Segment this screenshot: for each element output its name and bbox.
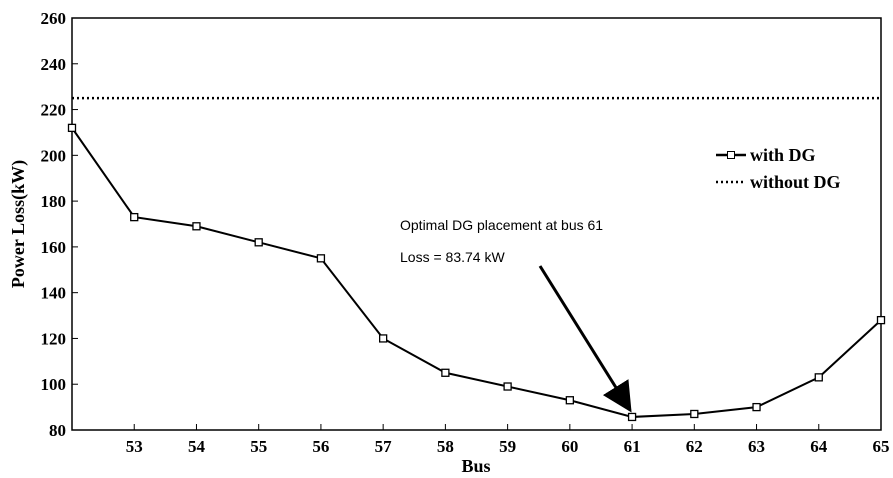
- annotation-arrow: [540, 266, 630, 410]
- y-tick-label: 180: [41, 192, 67, 211]
- legend-label: with DG: [750, 145, 816, 165]
- x-tick-label: 65: [873, 437, 890, 456]
- point-marker: [131, 214, 138, 221]
- point-marker: [878, 317, 885, 324]
- x-tick-label: 63: [748, 437, 765, 456]
- x-tick-label: 61: [624, 437, 641, 456]
- y-tick-label: 260: [41, 9, 67, 28]
- x-axis-label: Bus: [461, 456, 490, 476]
- point-marker: [193, 223, 200, 230]
- point-marker: [255, 239, 262, 246]
- point-marker: [629, 413, 636, 420]
- point-marker: [69, 124, 76, 131]
- point-marker: [504, 383, 511, 390]
- x-tick-label: 57: [375, 437, 393, 456]
- legend-marker: [728, 152, 735, 159]
- x-tick-label: 54: [188, 437, 206, 456]
- y-tick-label: 120: [41, 329, 67, 348]
- x-tick-label: 55: [250, 437, 267, 456]
- annotation: Loss = 83.74 kW: [400, 249, 505, 265]
- y-tick-label: 220: [41, 101, 67, 120]
- x-tick-label: 64: [810, 437, 828, 456]
- x-tick-label: 59: [499, 437, 516, 456]
- y-tick-label: 100: [41, 375, 67, 394]
- x-tick-label: 62: [686, 437, 703, 456]
- point-marker: [815, 374, 822, 381]
- x-tick-label: 58: [437, 437, 454, 456]
- chart: Bus Power Loss(kW) Optimal DG placement …: [0, 0, 893, 478]
- y-tick-label: 80: [49, 421, 66, 440]
- x-tick-label: 60: [561, 437, 578, 456]
- y-tick-label: 140: [41, 284, 67, 303]
- point-marker: [753, 404, 760, 411]
- point-marker: [691, 410, 698, 417]
- point-marker: [442, 369, 449, 376]
- x-tick-label: 53: [126, 437, 143, 456]
- annotation: Optimal DG placement at bus 61: [400, 217, 603, 233]
- y-axis-label: Power Loss(kW): [8, 160, 29, 288]
- point-marker: [380, 335, 387, 342]
- x-tick-label: 56: [312, 437, 329, 456]
- point-marker: [566, 397, 573, 404]
- y-tick-label: 160: [41, 238, 67, 257]
- y-tick-label: 240: [41, 55, 67, 74]
- point-marker: [317, 255, 324, 262]
- y-tick-label: 200: [41, 146, 67, 165]
- legend-label: without DG: [750, 172, 841, 192]
